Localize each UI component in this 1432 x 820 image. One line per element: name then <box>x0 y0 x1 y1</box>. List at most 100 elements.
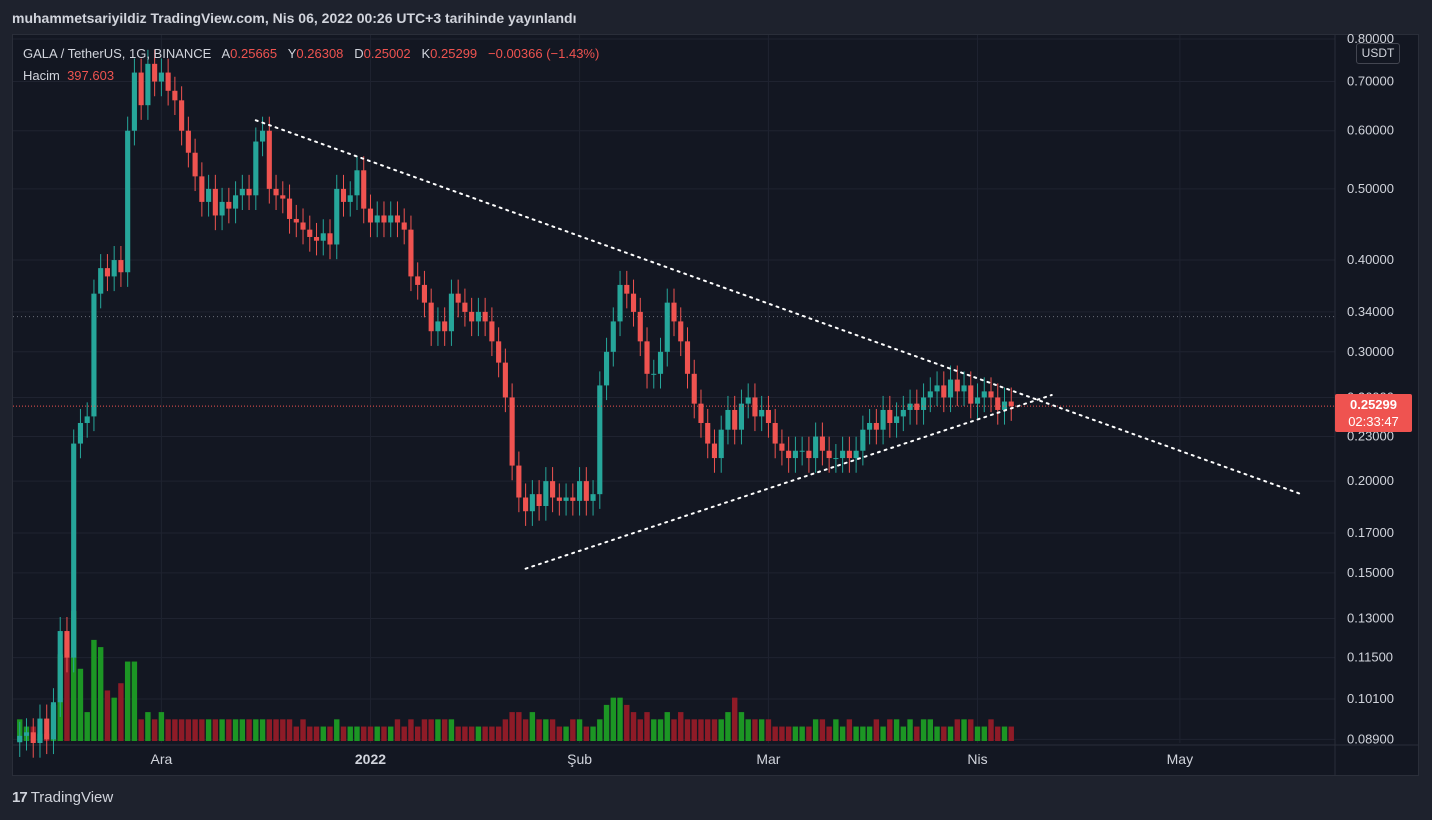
candle-body <box>286 198 293 219</box>
candle-body <box>179 100 185 131</box>
volume-bar <box>806 726 812 741</box>
candle-body <box>415 276 421 285</box>
candle-body <box>603 351 610 386</box>
candle-body <box>334 188 340 245</box>
candle-body <box>435 321 441 332</box>
x-tick-label: Ara <box>150 751 172 767</box>
candle-body <box>502 362 508 398</box>
volume-bar <box>239 719 246 741</box>
volume-bar <box>158 712 165 741</box>
currency-button[interactable]: USDT <box>1356 43 1400 64</box>
candle-body <box>894 416 900 423</box>
volume-bar <box>361 726 367 741</box>
candle-body <box>475 311 481 322</box>
candle-body <box>111 260 117 277</box>
volume-bar <box>785 726 792 741</box>
volume-bar <box>758 719 765 741</box>
candle-body <box>718 429 724 459</box>
candle-body <box>988 391 994 398</box>
volume-bar <box>752 719 758 741</box>
volume-bar <box>246 719 252 741</box>
volume-bar <box>367 726 374 741</box>
volume-bar <box>138 719 144 741</box>
candle-body <box>570 497 576 501</box>
candle-body <box>529 494 535 512</box>
candle-body <box>550 481 556 498</box>
x-tick-label: 2022 <box>355 751 386 767</box>
candle-body <box>583 481 589 501</box>
candle-body <box>630 293 637 312</box>
volume-bar <box>428 719 434 741</box>
volume-bar <box>111 697 117 741</box>
y-tick-label: 0.15000 <box>1347 565 1394 580</box>
candle-body <box>226 201 232 209</box>
volume-bar <box>381 726 387 741</box>
candle-body <box>469 311 475 322</box>
y-tick-label: 0.50000 <box>1347 181 1394 196</box>
candle-body <box>30 732 36 743</box>
volume-bar <box>765 719 772 741</box>
candle-body <box>489 321 495 342</box>
volume-bar <box>893 719 900 741</box>
volume-bar <box>907 719 913 741</box>
candle-body <box>610 321 616 352</box>
volume-bar <box>846 719 853 741</box>
candle-body <box>104 268 110 277</box>
volume-bar <box>104 690 111 741</box>
candle-body <box>691 373 697 404</box>
y-tick-label: 0.60000 <box>1347 123 1394 138</box>
candle-body <box>158 72 164 82</box>
volume-bar <box>887 719 893 741</box>
volume-bar <box>732 697 738 741</box>
candle-body <box>300 222 306 230</box>
candle-body <box>637 311 643 342</box>
volume-bar <box>435 719 441 741</box>
volume-bar <box>974 726 981 741</box>
candle-body <box>772 422 778 444</box>
tradingview-footer[interactable]: 17 TradingView <box>12 789 113 806</box>
volume-bar <box>1008 726 1014 741</box>
candle-body <box>421 284 428 303</box>
volume-bar <box>954 719 960 741</box>
x-tick-label: Şub <box>567 751 592 767</box>
volume-bar <box>866 726 873 741</box>
chart-panel[interactable] <box>12 34 1419 776</box>
volume-bar <box>327 726 333 741</box>
volume-bar <box>617 697 623 741</box>
candle-body <box>91 293 97 417</box>
candle-body <box>981 391 987 398</box>
volume-bar <box>799 726 805 741</box>
candle-body <box>954 379 960 392</box>
volume-bar <box>745 719 751 741</box>
y-tick-label: 0.08900 <box>1347 731 1394 746</box>
candle-body <box>738 403 745 430</box>
volume-bar <box>853 726 859 741</box>
candle-countdown: 02:33:47 <box>1348 414 1399 429</box>
candle-body <box>1008 401 1014 407</box>
volume-bar <box>705 719 711 741</box>
candle-body <box>44 718 50 740</box>
volume-bar <box>833 719 839 741</box>
volume-bar <box>455 726 461 741</box>
candle-body <box>361 170 367 209</box>
volume-bar <box>401 726 407 741</box>
candle-body <box>455 293 461 303</box>
candle-body <box>253 141 259 196</box>
candle-body <box>657 351 664 374</box>
volume-bar <box>637 719 643 741</box>
candle-body <box>233 195 239 209</box>
candle-body <box>867 422 873 430</box>
volume-bar <box>516 712 522 741</box>
candle-body <box>678 321 684 342</box>
y-tick-label: 0.80000 <box>1347 31 1394 46</box>
candle-body <box>408 229 414 277</box>
candle-body <box>1001 401 1008 410</box>
volume-bar <box>495 726 502 741</box>
candle-body <box>57 631 63 703</box>
volume-bar <box>583 726 590 741</box>
volume-bar <box>172 719 178 741</box>
change-value: −0.00366 (−1.43%) <box>488 46 600 61</box>
volume-bar <box>266 719 273 741</box>
volume-bar <box>657 719 664 741</box>
